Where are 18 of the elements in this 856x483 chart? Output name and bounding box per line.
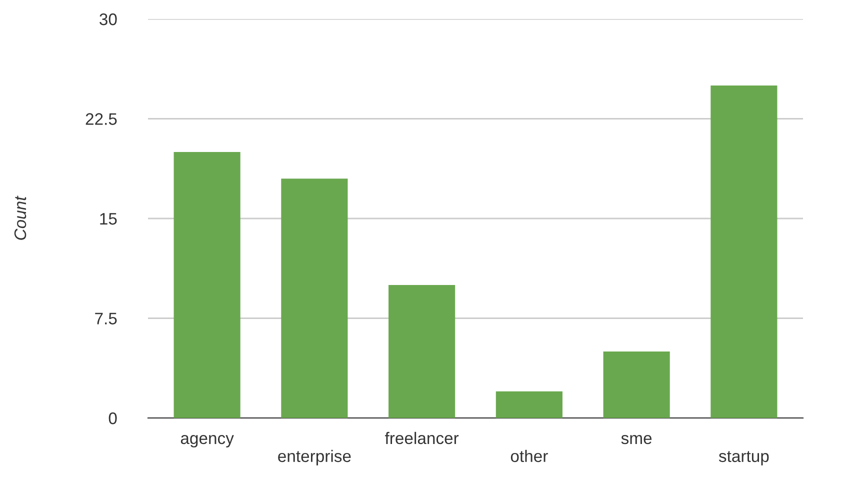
x-tick-label: sme bbox=[621, 435, 652, 444]
bar bbox=[174, 152, 240, 418]
bar bbox=[603, 352, 670, 418]
bar bbox=[496, 391, 562, 418]
x-tick-label: agency bbox=[180, 435, 234, 448]
x-tick-label: enterprise bbox=[278, 450, 351, 466]
y-tick-label: 30 bbox=[100, 13, 117, 26]
x-tick-label: freelancer bbox=[384, 432, 459, 444]
bar bbox=[388, 285, 456, 418]
y-tick-label: 0 bbox=[108, 412, 117, 424]
bar bbox=[281, 178, 348, 418]
y-axis-title: Count bbox=[14, 196, 26, 240]
x-tick-label: other bbox=[510, 450, 548, 462]
y-tick-label: 22.5 bbox=[86, 113, 117, 125]
y-tick-label: 15 bbox=[100, 213, 117, 225]
bar bbox=[710, 86, 778, 418]
x-tick-label: startup bbox=[718, 451, 769, 466]
y-tick-label: 7.5 bbox=[95, 312, 117, 324]
